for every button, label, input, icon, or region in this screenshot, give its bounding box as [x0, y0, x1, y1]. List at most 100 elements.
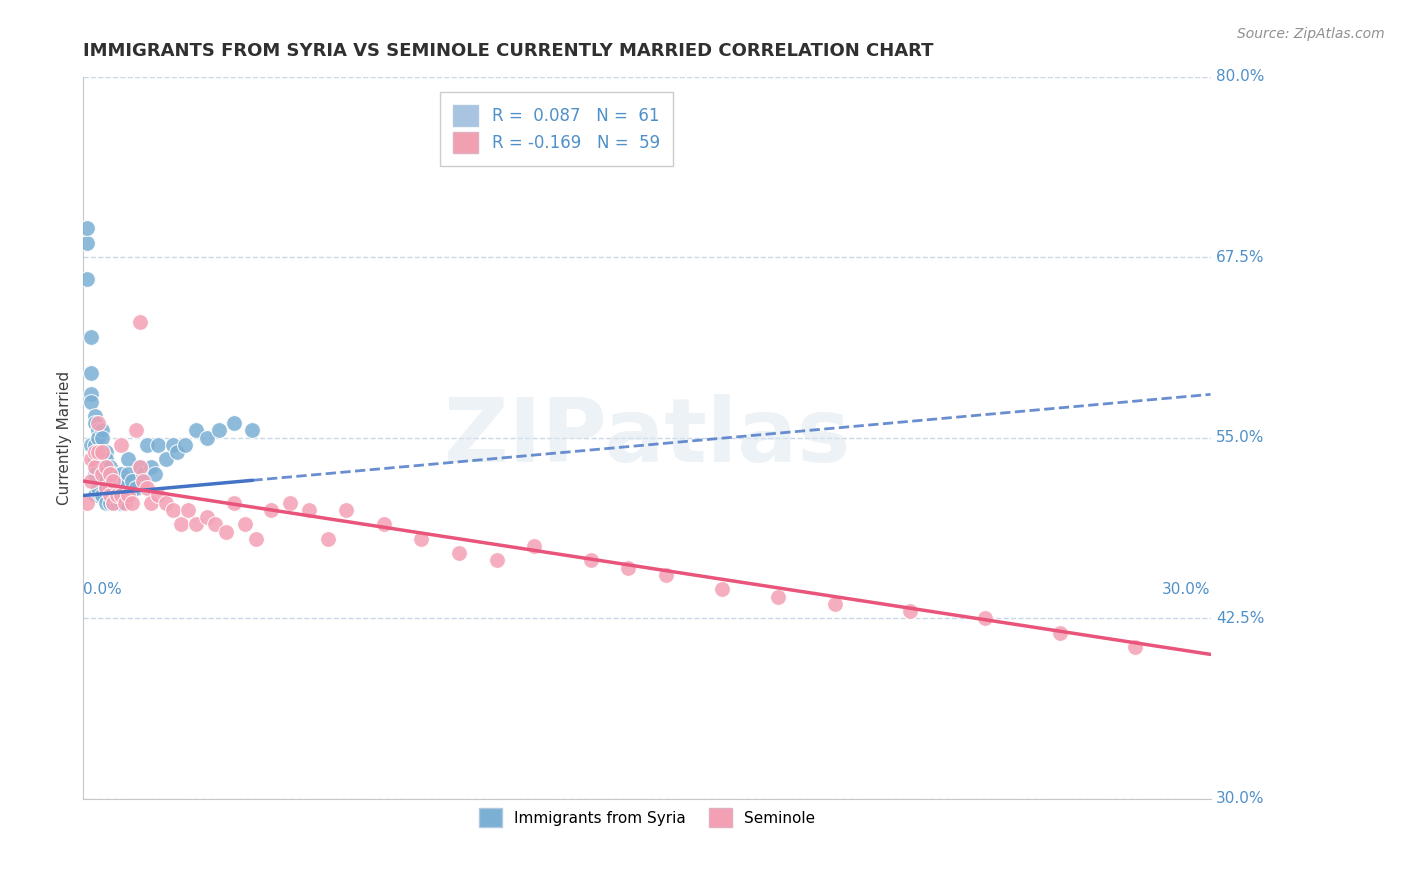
Point: [83, 467, 105, 481]
Point: [94, 496, 117, 510]
Point: [87, 445, 110, 459]
Text: 80.0%: 80.0%: [1216, 69, 1264, 84]
Y-axis label: Currently Married: Currently Married: [58, 371, 72, 505]
Point: [110, 467, 132, 481]
Text: ZIPatlas: ZIPatlas: [444, 394, 851, 481]
Point: [98, 467, 121, 481]
Point: [80, 329, 103, 343]
Point: [80, 438, 103, 452]
Point: [260, 503, 283, 517]
Point: [128, 315, 150, 329]
Point: [87, 431, 110, 445]
Point: [184, 424, 207, 438]
Point: [136, 481, 159, 495]
Point: [1049, 625, 1071, 640]
Point: [278, 496, 301, 510]
Text: 55.0%: 55.0%: [1216, 430, 1264, 445]
Point: [91, 445, 114, 459]
Point: [91, 488, 114, 502]
Point: [768, 590, 790, 604]
Point: [711, 582, 734, 597]
Point: [222, 417, 245, 431]
Point: [207, 424, 229, 438]
Point: [83, 488, 105, 502]
Text: Source: ZipAtlas.com: Source: ZipAtlas.com: [1237, 27, 1385, 41]
Point: [98, 481, 121, 495]
Point: [103, 496, 125, 510]
Point: [166, 445, 188, 459]
Point: [485, 553, 508, 567]
Point: [87, 481, 110, 495]
Point: [98, 459, 121, 474]
Point: [110, 488, 132, 502]
Point: [155, 452, 177, 467]
Point: [83, 409, 105, 423]
Point: [143, 467, 166, 481]
Point: [91, 431, 114, 445]
Text: IMMIGRANTS FROM SYRIA VS SEMINOLE CURRENTLY MARRIED CORRELATION CHART: IMMIGRANTS FROM SYRIA VS SEMINOLE CURREN…: [83, 42, 934, 60]
Point: [195, 431, 218, 445]
Point: [83, 438, 105, 452]
Point: [148, 488, 170, 502]
Point: [80, 452, 103, 467]
Point: [139, 459, 162, 474]
Point: [654, 568, 676, 582]
Point: [215, 524, 238, 539]
Point: [117, 452, 139, 467]
Point: [204, 517, 226, 532]
Point: [83, 452, 105, 467]
Point: [447, 546, 470, 560]
Point: [94, 452, 117, 467]
Point: [87, 417, 110, 431]
Text: 0.0%: 0.0%: [83, 582, 122, 597]
Point: [162, 438, 184, 452]
Point: [523, 539, 546, 553]
Point: [125, 424, 148, 438]
Point: [240, 424, 263, 438]
Point: [155, 496, 177, 510]
Point: [110, 496, 132, 510]
Point: [121, 496, 143, 510]
Point: [136, 438, 159, 452]
Point: [114, 496, 136, 510]
Text: 30.0%: 30.0%: [1216, 791, 1264, 806]
Point: [1125, 640, 1147, 655]
Point: [103, 496, 125, 510]
Point: [103, 474, 125, 488]
Point: [316, 532, 339, 546]
Point: [245, 532, 267, 546]
Point: [94, 459, 117, 474]
Point: [76, 235, 98, 250]
Point: [105, 474, 128, 488]
Text: 67.5%: 67.5%: [1216, 250, 1264, 265]
Point: [76, 221, 98, 235]
Point: [105, 481, 128, 495]
Point: [91, 467, 114, 481]
Point: [103, 467, 125, 481]
Point: [170, 517, 193, 532]
Point: [91, 467, 114, 481]
Point: [87, 424, 110, 438]
Point: [94, 481, 117, 495]
Point: [117, 488, 139, 502]
Point: [80, 366, 103, 380]
Point: [83, 459, 105, 474]
Point: [579, 553, 602, 567]
Point: [177, 503, 200, 517]
Point: [80, 387, 103, 401]
Point: [76, 496, 98, 510]
Point: [110, 481, 132, 495]
Point: [898, 604, 921, 618]
Point: [148, 438, 170, 452]
Point: [98, 488, 121, 502]
Point: [173, 438, 195, 452]
Point: [87, 445, 110, 459]
Point: [117, 467, 139, 481]
Point: [132, 474, 155, 488]
Point: [80, 474, 103, 488]
Point: [128, 459, 150, 474]
Point: [91, 424, 114, 438]
Legend: Immigrants from Syria, Seminole: Immigrants from Syria, Seminole: [471, 801, 823, 835]
Point: [298, 503, 321, 517]
Point: [824, 597, 846, 611]
